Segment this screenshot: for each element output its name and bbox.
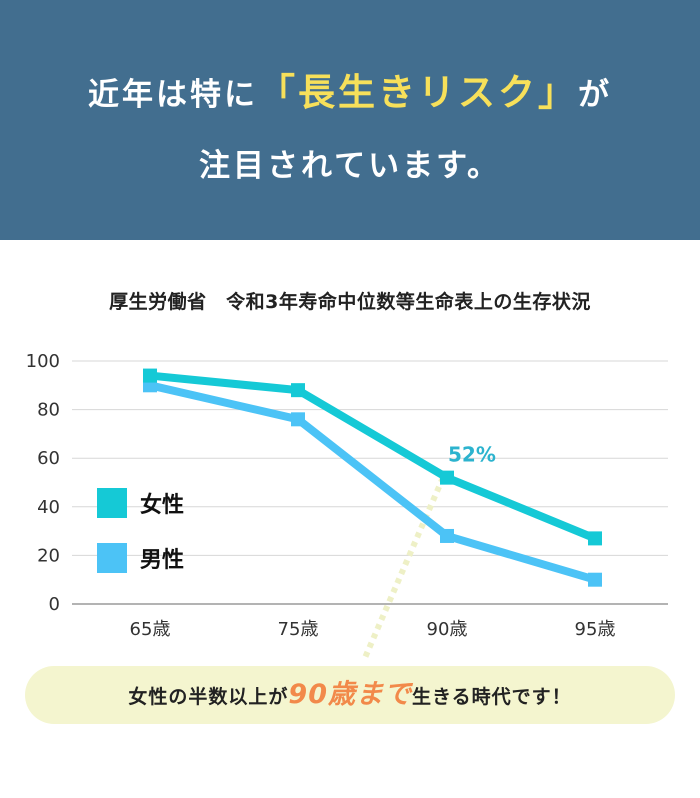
annotation-label: 52%: [448, 443, 496, 467]
data-point: [588, 531, 602, 546]
x-tick-label: 75歳: [278, 619, 319, 640]
legend-label: 男性: [140, 548, 184, 573]
headline-highlight: 「長生きリスク」: [258, 70, 578, 114]
headline-line1-pre: 近年は特に: [88, 77, 258, 113]
headline-banner: 近年は特に「長生きリスク」が 注目されています。: [0, 0, 700, 240]
y-tick-label: 40: [37, 497, 60, 518]
x-tick-label: 90歳: [427, 619, 468, 640]
y-tick-label: 60: [37, 448, 60, 469]
data-point: [291, 383, 305, 398]
conclusion-post: 生きる時代です！: [411, 686, 572, 708]
y-tick-label: 80: [37, 400, 60, 421]
annotation-connector: [361, 476, 446, 662]
data-point: [440, 470, 454, 485]
y-tick-label: 20: [37, 545, 60, 566]
y-tick-label: 0: [49, 594, 60, 615]
headline-line1-post: が: [578, 77, 612, 113]
data-point: [291, 412, 305, 427]
data-point: [440, 528, 454, 543]
legend-swatch: [97, 543, 127, 573]
x-tick-label: 95歳: [575, 619, 616, 640]
headline-line2: 注目されています。: [199, 148, 501, 184]
conclusion-text: 女性の半数以上が90歳まで生きる時代です！: [25, 666, 675, 724]
conclusion-pre: 女性の半数以上が: [128, 686, 289, 708]
data-point: [588, 572, 602, 587]
y-tick-label: 100: [26, 351, 60, 372]
x-tick-label: 65歳: [130, 619, 171, 640]
series-line: [149, 381, 597, 584]
data-point: [143, 368, 157, 383]
series-line: [149, 371, 597, 543]
conclusion-banner: 女性の半数以上が90歳まで生きる時代です！: [25, 666, 675, 724]
legend-swatch: [97, 488, 127, 518]
legend-label: 女性: [140, 492, 184, 518]
headline-line1: 近年は特に「長生きリスク」が: [0, 62, 700, 116]
conclusion-highlight: 90歳まで: [288, 679, 412, 710]
chart-title: 厚生労働省 令和3年寿命中位数等生命表上の生存状況: [109, 291, 591, 313]
